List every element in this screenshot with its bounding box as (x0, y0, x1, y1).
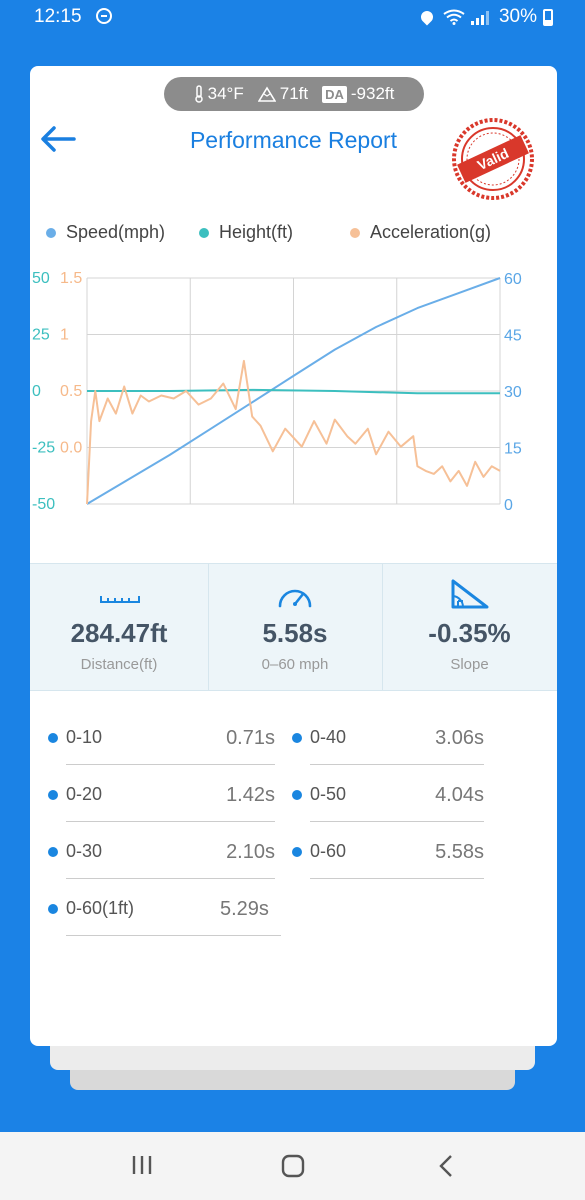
split-time-row: 0-60(1ft) 5.29s (48, 895, 281, 936)
bullet-icon (292, 733, 302, 743)
report-card: 34°F 71ft DA -932ft Performance Report V… (30, 66, 557, 1046)
stat-zero-to-sixty-value: 5.58s (262, 618, 328, 648)
split-value: 2.10s (226, 841, 275, 863)
split-value: 0.71s (226, 727, 275, 749)
stat-zero-to-sixty: 5.58s 0–60 mph (208, 564, 382, 690)
height-tick-label: 0 (32, 383, 41, 400)
speed-tick-label: 60 (504, 271, 522, 288)
mountain-icon (257, 86, 276, 102)
stats-divider (382, 564, 383, 690)
split-label: 0-10 (66, 727, 103, 747)
bullet-icon (48, 847, 58, 857)
split-time-row: 0-60 5.58s (292, 838, 484, 879)
temperature: 34°F (194, 84, 244, 104)
do-not-disturb-icon (96, 8, 112, 24)
split-value: 5.58s (435, 841, 484, 863)
conditions-pill: 34°F 71ft DA -932ft (164, 77, 424, 111)
bullet-icon (48, 904, 58, 914)
status-time: 12:15 (34, 6, 82, 27)
height-tick-label: 50 (32, 270, 50, 287)
density-altitude-value: -932ft (350, 84, 395, 103)
series-line-speed (86, 277, 501, 505)
slope-icon (451, 579, 489, 609)
home-icon[interactable] (281, 1154, 305, 1178)
series-line-height (87, 388, 500, 395)
da-label: DA (322, 85, 347, 103)
height-tick-label: 25 (32, 327, 50, 344)
location-icon (418, 8, 436, 26)
legend-speed: Speed(mph) (46, 222, 165, 243)
stat-slope-value: -0.35% (428, 618, 511, 648)
navigation-bar (0, 1132, 585, 1200)
series-line-accel (86, 359, 501, 505)
signal-icon (470, 9, 489, 25)
recent-apps-icon[interactable] (130, 1154, 154, 1176)
stat-zero-to-sixty-label: 0–60 mph (261, 656, 329, 673)
bullet-icon (48, 733, 58, 743)
height-tick-label: -50 (32, 496, 55, 513)
density-altitude: DA -932ft (322, 84, 394, 104)
legend-height: Height(ft) (199, 222, 293, 243)
thermometer-icon (194, 85, 203, 103)
stat-distance-value: 284.47ft (70, 618, 168, 648)
speed-tick-label: 15 (504, 441, 522, 458)
altitude-value: 71ft (279, 84, 309, 103)
split-value: 5.29s (220, 898, 269, 920)
temperature-value: 34°F (207, 84, 244, 103)
stats-panel: 284.47ft Distance(ft) 5.58s 0–60 mph -0.… (30, 563, 557, 691)
accel-tick-label: 0.5 (60, 383, 82, 400)
split-value: 1.42s (226, 784, 275, 806)
stat-distance: 284.47ft Distance(ft) (30, 564, 208, 690)
performance-chart: 50 25 0 -25 -50 1.5 1 0.5 0.0 60 45 30 15 0 (32, 270, 522, 514)
legend-acceleration: Acceleration(g) (350, 222, 491, 243)
bullet-icon (292, 847, 302, 857)
speed-tick-label: 30 (504, 384, 522, 401)
height-tick-label: -25 (32, 440, 55, 457)
stats-divider (208, 564, 209, 690)
accel-tick-label: 1.5 (60, 270, 82, 287)
split-time-row: 0-50 4.04s (292, 781, 484, 822)
split-label: 0-20 (66, 784, 103, 804)
accel-tick-label: 0.0 (60, 440, 82, 457)
split-time-row: 0-40 3.06s (292, 724, 484, 765)
stat-distance-label: Distance(ft) (80, 656, 158, 673)
speed-tick-label: 45 (504, 328, 522, 345)
split-value: 3.06s (435, 727, 484, 749)
legend-height-swatch (199, 227, 209, 238)
back-icon[interactable] (438, 1154, 454, 1178)
legend-height-label: Height(ft) (219, 222, 294, 242)
altitude: 71ft (257, 84, 309, 104)
stat-slope: -0.35% Slope (382, 564, 557, 690)
split-label: 0-60(1ft) (66, 898, 135, 918)
battery-percent: 30% (498, 6, 537, 27)
wifi-icon (443, 9, 465, 25)
split-label: 0-50 (310, 784, 347, 804)
legend-acceleration-swatch (350, 227, 360, 238)
legend-speed-label: Speed(mph) (66, 222, 166, 242)
split-time-row: 0-30 2.10s (48, 838, 275, 879)
legend-speed-swatch (46, 227, 56, 238)
split-label: 0-60 (310, 841, 347, 861)
speed-tick-label: 0 (504, 497, 513, 514)
back-arrow-icon[interactable] (38, 124, 78, 154)
legend-acceleration-label: Acceleration(g) (370, 222, 492, 242)
ruler-icon (100, 596, 140, 603)
split-time-row: 0-10 0.71s (48, 724, 275, 765)
battery-icon (543, 8, 553, 26)
split-value: 4.04s (435, 784, 484, 806)
split-time-row: 0-20 1.42s (48, 781, 275, 822)
status-icons: 30% (418, 6, 553, 28)
valid-stamp: Valid (452, 118, 534, 200)
split-label: 0-30 (66, 841, 103, 861)
split-label: 0-40 (310, 727, 347, 747)
stat-slope-label: Slope (450, 656, 489, 673)
bullet-icon (292, 790, 302, 800)
page-title: Performance Report (189, 127, 398, 153)
bullet-icon (48, 790, 58, 800)
status-bar: 12:15 30% (0, 0, 585, 34)
accel-tick-label: 1 (60, 327, 69, 344)
speedometer-icon (278, 589, 312, 608)
